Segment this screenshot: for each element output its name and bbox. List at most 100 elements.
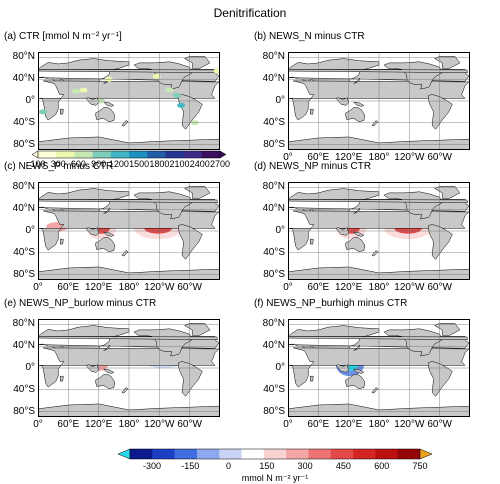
diff-colorbar-swatch [375,449,398,459]
ctr-colorbar-tick: 1800 [149,159,170,169]
lat-label: 80°S [263,405,285,417]
lat-label: 40°N [262,340,285,352]
ctr-hotspot-3 [177,102,186,108]
continent-6 [335,97,349,106]
ctr-colorbar-tick: 100 [30,159,46,169]
panel-title-b: (b) NEWS_N minus CTR [254,31,365,42]
continent-11 [371,387,379,394]
diff-colorbar-swatch [152,449,175,459]
lat-label: 80°N [12,181,35,193]
continent-8 [353,344,361,351]
lon-label: 120°E [84,419,113,430]
continent-7 [353,101,365,107]
continent-8 [103,344,111,351]
continent-8 [353,207,361,214]
lon-label: 60°W [177,282,202,293]
ctr-colorbar-swatch [110,151,130,158]
continent-9 [309,238,314,245]
ctr-colorbar-swatch [183,151,203,158]
continent-5 [434,323,461,336]
lon-label: 0° [283,282,293,293]
diff-colorbar-tick: 450 [335,461,351,471]
ctr-colorbar-swatch [129,151,148,158]
lat-label: 40°S [263,383,285,395]
map-frame [288,182,470,280]
lat-label: 40°N [262,203,285,215]
lon-label: 180° [368,152,390,163]
continent-7 [353,231,365,237]
figure-title: Denitrification [213,6,287,20]
ctr-hotspot-0 [71,88,80,94]
diff-colorbar-swatch [397,449,421,459]
ctr-hotspot-4 [165,87,174,93]
map-frame [38,182,220,280]
continent-6 [85,227,99,236]
continent-11 [371,120,379,127]
continent-11 [371,250,379,257]
continent-5 [434,186,461,199]
lon-label: 60°E [307,152,330,163]
lat-label: 80°N [262,51,285,63]
continent-6 [85,364,99,373]
lon-label: 120°W [394,152,425,163]
continent-4 [345,374,366,389]
ctr-colorbar-swatch [74,151,93,158]
lat-label: 40°S [13,116,35,128]
map-b [288,52,470,150]
lat-label: 0° [25,95,35,106]
lon-label: 120°E [84,282,113,293]
lon-label: 180° [368,419,390,430]
diff-colorbar-swatch [130,449,153,459]
lat-label: 40°N [12,203,35,215]
lon-label: 180° [368,282,390,293]
lat-label: 0° [25,362,35,373]
ctr-hotspot-8 [39,109,48,115]
map-d [288,182,470,280]
ctr-colorbar-swatch [38,151,57,158]
continent-1 [38,347,220,388]
lon-label: 120°E [334,282,363,293]
lat-label: 80°N [12,318,35,330]
diff-colorbar-tick: 600 [374,461,390,471]
continent-4 [95,107,116,122]
diff-colorbar-tick: -150 [181,461,200,471]
continent-7 [103,101,115,107]
panel-title-c: (c) NEWS_P minus CTR [4,161,114,172]
map-frame [288,52,470,150]
lat-label: 40°N [12,340,35,352]
ctr-hotspot-5 [213,68,220,74]
continent-9 [309,108,314,115]
diff-colorbar-swatch [174,449,198,459]
continent-4 [345,237,366,252]
continent-1 [288,210,470,251]
map-frame [38,319,220,417]
lon-label: 60°E [57,282,80,293]
continent-9 [59,375,64,382]
map-a [38,52,220,150]
continent-7 [103,368,115,374]
ctr-colorbar-tick: 2700 [209,159,231,169]
panel-title-e: (e) NEWS_NP_burlow minus CTR [4,298,157,309]
diff-colorbar-tick: 150 [259,461,275,471]
diff-colorbar-swatch [286,449,309,459]
map-frame [288,319,470,417]
continent-7 [353,368,365,374]
lat-label: 0° [275,95,285,106]
diff-colorbar-tick: 750 [412,461,428,471]
lat-label: 80°S [13,138,35,150]
continent-6 [335,364,349,373]
continent-7 [103,231,115,237]
lat-label: 40°S [263,246,285,258]
lon-label: 60°W [427,419,452,430]
continent-9 [309,375,314,382]
lon-label: 180° [118,282,140,293]
continent-11 [121,120,129,127]
map-e [38,319,220,417]
ctr-colorbar-tick: 2400 [189,159,210,169]
panel-title-d: (d) NEWS_NP minus CTR [254,161,372,172]
ctr-colorbar-swatch [56,151,75,158]
lat-label: 40°S [13,246,35,258]
ctr-colorbar-tick: 300 [50,159,66,169]
diff-extend-low [118,448,131,460]
lat-label: 40°S [263,116,285,128]
